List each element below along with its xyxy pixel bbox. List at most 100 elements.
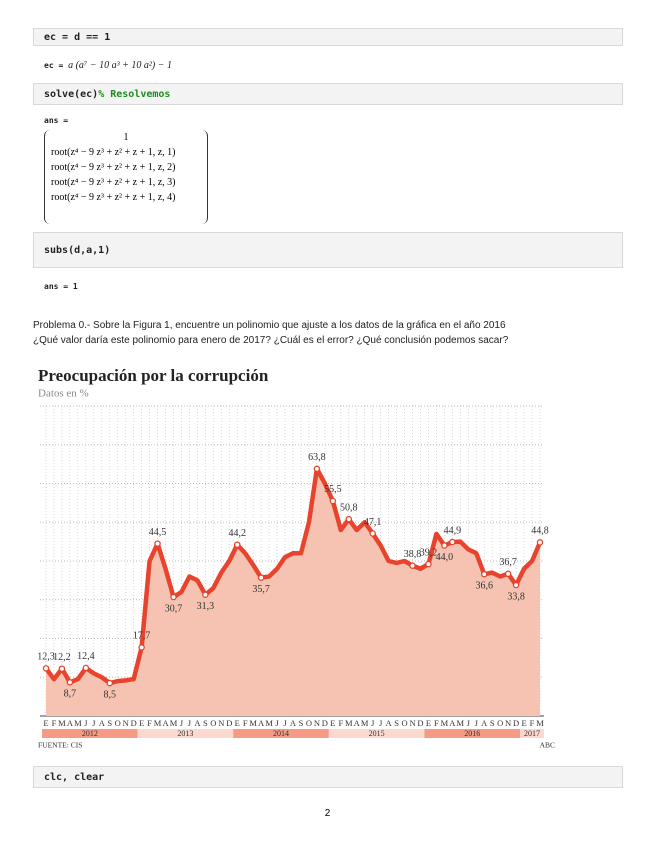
x-tick-label: E bbox=[139, 718, 144, 728]
x-tick-label: J bbox=[475, 718, 479, 728]
x-tick-label: D bbox=[417, 718, 423, 728]
x-tick-label: S bbox=[299, 718, 304, 728]
matrix-row: root(z⁴ − 9 z³ + z² + z + 1, z, 2) bbox=[51, 162, 176, 173]
data-label: 63,8 bbox=[308, 452, 326, 463]
point bbox=[409, 562, 416, 569]
data-label: 44,2 bbox=[228, 528, 246, 539]
year-label: 2013 bbox=[177, 729, 193, 738]
x-tick-label: J bbox=[371, 718, 375, 728]
chart: Preocupación por la corrupción Datos en … bbox=[37, 366, 555, 750]
output-lhs: ec = bbox=[44, 61, 69, 70]
point bbox=[42, 665, 50, 672]
matrix-row: root(z⁴ − 9 z³ + z² + z + 1, z, 1) bbox=[51, 147, 176, 158]
point bbox=[138, 644, 145, 651]
credit: ABC bbox=[540, 741, 555, 750]
year-label: 2014 bbox=[273, 729, 289, 738]
paragraph-line: Problema 0.- Sobre la Figura 1, encuentr… bbox=[33, 320, 506, 331]
x-tick-label: O bbox=[115, 718, 121, 728]
x-tick-label: M bbox=[345, 718, 353, 728]
x-tick-label: A bbox=[99, 718, 106, 728]
x-tick-label: S bbox=[490, 718, 495, 728]
x-tick-label: O bbox=[210, 718, 216, 728]
data-label: 44,0 bbox=[436, 552, 454, 563]
data-label: 17,7 bbox=[133, 631, 151, 642]
x-tick-label: F bbox=[530, 718, 535, 728]
x-tick-label: J bbox=[467, 718, 471, 728]
data-label: 35,7 bbox=[252, 584, 270, 595]
point bbox=[257, 574, 265, 581]
code: clc, clear bbox=[44, 771, 105, 783]
x-tick-label: N bbox=[409, 718, 415, 728]
x-tick-label: A bbox=[290, 718, 297, 728]
code-cell: solve(ec) % Resolvemos bbox=[33, 83, 623, 105]
page-number: 2 bbox=[324, 808, 331, 819]
x-tick-label: A bbox=[386, 718, 393, 728]
output: ans = 1 bbox=[44, 282, 78, 291]
x-tick-label: O bbox=[497, 718, 503, 728]
point bbox=[233, 541, 241, 548]
x-tick-label: A bbox=[67, 718, 74, 728]
x-tick-label: F bbox=[338, 718, 343, 728]
x-tick-label: N bbox=[123, 718, 129, 728]
x-tick-label: M bbox=[441, 718, 449, 728]
data-label: 36,7 bbox=[499, 557, 517, 568]
point bbox=[58, 665, 66, 672]
x-tick-label: S bbox=[394, 718, 399, 728]
matrix-row: root(z⁴ − 9 z³ + z² + z + 1, z, 3) bbox=[51, 177, 176, 188]
code-cell: clc, clear bbox=[33, 766, 623, 788]
point bbox=[313, 465, 321, 473]
x-tick-label: J bbox=[84, 718, 88, 728]
x-tick-label: D bbox=[322, 718, 328, 728]
chart-title: Preocupación por la corrupción bbox=[38, 366, 269, 385]
x-tick-label: M bbox=[361, 718, 369, 728]
x-tick-label: J bbox=[275, 718, 279, 728]
x-tick-label: E bbox=[330, 718, 335, 728]
x-tick-label: D bbox=[226, 718, 232, 728]
x-tick-label: E bbox=[235, 718, 240, 728]
x-tick-label: A bbox=[449, 718, 456, 728]
point bbox=[480, 570, 488, 578]
year-band bbox=[424, 729, 521, 738]
year-band bbox=[137, 729, 234, 738]
x-tick-label: M bbox=[154, 718, 162, 728]
x-tick-label: A bbox=[481, 718, 488, 728]
point bbox=[345, 515, 353, 523]
data-label: 8,5 bbox=[103, 689, 116, 700]
point bbox=[154, 540, 161, 547]
line bbox=[44, 466, 543, 686]
x-tick-label: M bbox=[58, 718, 66, 728]
x-tick-label: J bbox=[188, 718, 192, 728]
data-label: 50,8 bbox=[340, 502, 358, 513]
year-label: 2016 bbox=[464, 729, 480, 738]
x-tick-label: F bbox=[434, 718, 439, 728]
x-tick-label: A bbox=[162, 718, 169, 728]
x-tick-label: N bbox=[218, 718, 224, 728]
year-band bbox=[520, 729, 544, 738]
x-tick-label: E bbox=[426, 718, 431, 728]
x-tick-label: E bbox=[43, 718, 48, 728]
x-tick-label: F bbox=[147, 718, 152, 728]
output-expr: a (a⁷ − 10 a³ + 10 a²) − 1 bbox=[68, 60, 172, 71]
x-tick-label: O bbox=[306, 718, 312, 728]
year-label: 2015 bbox=[369, 729, 385, 738]
point bbox=[425, 560, 432, 568]
x-tick-label: J bbox=[283, 718, 287, 728]
data-label: 55,5 bbox=[324, 484, 342, 495]
data-label: 31,3 bbox=[197, 601, 215, 612]
x-tick-label: O bbox=[401, 718, 407, 728]
year-band bbox=[233, 729, 329, 738]
year-band bbox=[42, 729, 138, 738]
data-label: 47,1 bbox=[364, 517, 382, 528]
point bbox=[106, 679, 113, 687]
x-tick-label: M bbox=[457, 718, 465, 728]
data-label: 38,8 bbox=[404, 549, 422, 560]
x-tick-label: S bbox=[203, 718, 208, 728]
matrix-row: root(z⁴ − 9 z³ + z² + z + 1, z, 4) bbox=[51, 192, 176, 203]
x-tick-label: A bbox=[194, 718, 201, 728]
x-tick-label: S bbox=[107, 718, 112, 728]
data-label: 12,4 bbox=[77, 651, 95, 662]
x-tick-label: N bbox=[505, 718, 511, 728]
point bbox=[82, 664, 90, 672]
code: ec = d == 1 bbox=[44, 31, 111, 43]
